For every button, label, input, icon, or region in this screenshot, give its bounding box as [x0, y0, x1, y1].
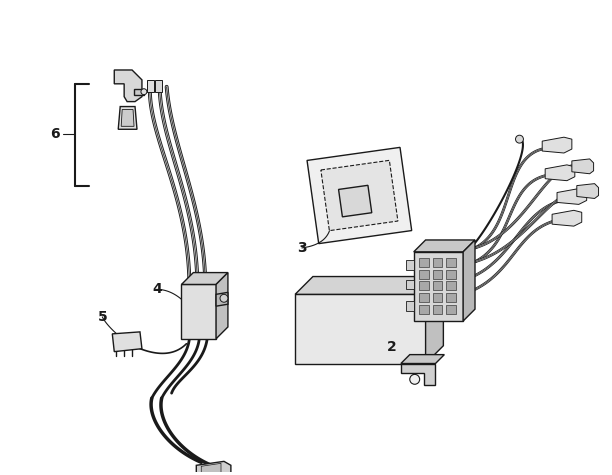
Polygon shape	[414, 240, 475, 252]
Text: 1: 1	[406, 360, 416, 373]
Polygon shape	[196, 461, 231, 475]
Circle shape	[141, 89, 147, 95]
Polygon shape	[552, 210, 582, 226]
Circle shape	[410, 374, 420, 384]
Bar	[433, 294, 442, 302]
Bar	[155, 80, 162, 92]
Polygon shape	[321, 161, 398, 231]
Bar	[419, 294, 428, 302]
Bar	[433, 282, 442, 290]
Bar	[446, 270, 456, 278]
Polygon shape	[216, 273, 228, 339]
Polygon shape	[216, 292, 228, 306]
Polygon shape	[201, 463, 221, 474]
Polygon shape	[114, 70, 142, 102]
Bar	[433, 270, 442, 278]
Bar	[419, 258, 428, 266]
Text: 5: 5	[97, 310, 107, 324]
Polygon shape	[307, 147, 412, 244]
Bar	[406, 279, 414, 289]
Polygon shape	[401, 363, 436, 385]
Bar	[446, 294, 456, 302]
Polygon shape	[463, 240, 475, 321]
Polygon shape	[425, 276, 443, 363]
Polygon shape	[545, 165, 575, 180]
Polygon shape	[182, 273, 228, 285]
Bar	[406, 301, 414, 311]
Polygon shape	[121, 110, 134, 126]
Text: 4: 4	[152, 282, 162, 296]
Bar	[147, 80, 154, 92]
Polygon shape	[295, 276, 443, 294]
Polygon shape	[542, 137, 572, 153]
Text: 6: 6	[50, 127, 60, 141]
Bar	[433, 258, 442, 266]
Polygon shape	[295, 294, 425, 363]
Polygon shape	[557, 189, 587, 204]
Text: 2: 2	[387, 340, 397, 354]
Polygon shape	[134, 89, 144, 95]
Circle shape	[515, 135, 523, 143]
Text: 3: 3	[297, 241, 307, 255]
Bar	[419, 305, 428, 314]
Bar	[446, 282, 456, 290]
Bar	[446, 258, 456, 266]
Polygon shape	[112, 332, 142, 352]
Polygon shape	[118, 106, 137, 129]
Polygon shape	[414, 252, 463, 321]
Polygon shape	[572, 159, 594, 174]
Bar	[433, 305, 442, 314]
Bar	[419, 282, 428, 290]
Bar	[419, 270, 428, 278]
Polygon shape	[577, 184, 599, 199]
Polygon shape	[401, 355, 444, 363]
Circle shape	[220, 294, 228, 302]
Bar	[446, 305, 456, 314]
Bar	[406, 260, 414, 270]
Polygon shape	[338, 185, 371, 217]
Polygon shape	[182, 285, 216, 339]
